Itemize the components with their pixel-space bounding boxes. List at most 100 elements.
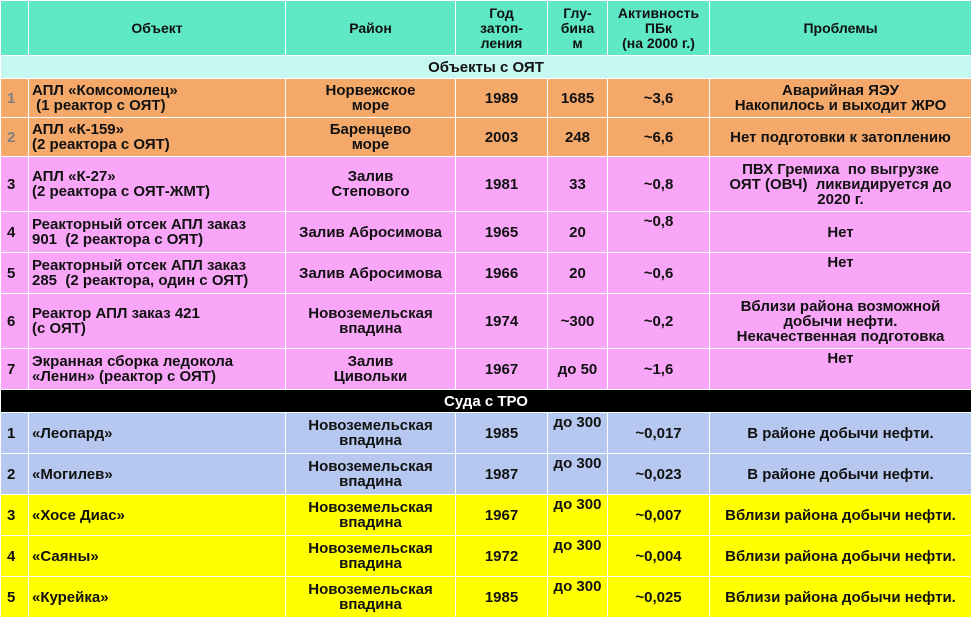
row-object: «Курейка»: [28, 576, 286, 618]
row-year: 1972: [455, 535, 548, 577]
row-object: Реакторный отсек АПЛ заказ 285 (2 реактор…: [28, 252, 286, 294]
row-object: АПЛ «К-159» (2 реактора с ОЯТ): [28, 117, 286, 157]
row-activity: ~0,8: [607, 156, 710, 212]
row-problems: Вблизи района возможной добычи нефти. Нека…: [709, 293, 971, 349]
row-num: 3: [0, 494, 29, 536]
row-depth: ~300: [547, 293, 608, 349]
row-year: 1985: [455, 412, 548, 454]
row-activity: ~0,8: [607, 211, 710, 253]
header-num: [0, 0, 29, 56]
section-title: Суда с ТРО: [0, 389, 971, 413]
row-area: Новоземельская впадина: [285, 576, 456, 618]
row-depth: 33: [547, 156, 608, 212]
row-activity: ~0,6: [607, 252, 710, 294]
row-object: «Саяны»: [28, 535, 286, 577]
table-row: 1 «Леопард» Новоземельская впадина 1985 д…: [0, 412, 971, 454]
table-row: 7 Экранная сборка ледокола «Ленин» (реакт…: [0, 348, 971, 390]
row-num: 5: [0, 576, 29, 618]
row-area: Новоземельская впадина: [285, 535, 456, 577]
row-problems: Вблизи района добычи нефти.: [709, 576, 971, 618]
table-row: 3 АПЛ «К-27» (2 реактора с ОЯТ-ЖМТ) Залив…: [0, 156, 971, 212]
row-activity: ~3,6: [607, 78, 710, 118]
row-object: АПЛ «К-27» (2 реактора с ОЯТ-ЖМТ): [28, 156, 286, 212]
row-object: «Могилев»: [28, 453, 286, 495]
row-object: Реактор АПЛ заказ 421 (с ОЯТ): [28, 293, 286, 349]
row-num: 2: [0, 453, 29, 495]
row-activity: ~0,2: [607, 293, 710, 349]
row-num: 4: [0, 535, 29, 577]
row-object: Экранная сборка ледокола «Ленин» (реактор…: [28, 348, 286, 390]
row-problems: Нет: [709, 252, 971, 294]
row-problems: Нет: [709, 348, 971, 390]
row-year: 1989: [455, 78, 548, 118]
row-object: «Хосе Диас»: [28, 494, 286, 536]
header-row: Объект Район Год затоп-ления Глу-бина м Ак…: [0, 0, 971, 56]
header-depth: Глу-бина м: [547, 0, 608, 56]
header-area: Район: [285, 0, 456, 56]
row-num: 1: [0, 412, 29, 454]
row-year: 1974: [455, 293, 548, 349]
section-title: Объекты с ОЯТ: [0, 55, 971, 79]
row-activity: ~0,007: [607, 494, 710, 536]
row-activity: ~6,6: [607, 117, 710, 157]
row-year: 1981: [455, 156, 548, 212]
section-header-snf: Объекты с ОЯТ: [0, 55, 971, 79]
row-object: АПЛ «Комсомолец» (1 реактор с ОЯТ): [28, 78, 286, 118]
row-activity: ~0,023: [607, 453, 710, 495]
row-num: 7: [0, 348, 29, 390]
row-num: 1: [0, 78, 29, 118]
row-year: 1987: [455, 453, 548, 495]
section-header-sro: Суда с ТРО: [0, 389, 971, 413]
row-year: 1966: [455, 252, 548, 294]
row-problems: Нет: [709, 211, 971, 253]
row-problems: Нет подготовки к затоплению: [709, 117, 971, 157]
row-year: 1985: [455, 576, 548, 618]
row-num: 5: [0, 252, 29, 294]
table-row: 2 АПЛ «К-159» (2 реактора с ОЯТ) Баренцев…: [0, 117, 971, 157]
row-num: 2: [0, 117, 29, 157]
header-year: Год затоп-ления: [455, 0, 548, 56]
row-problems: Вблизи района добычи нефти.: [709, 535, 971, 577]
row-problems: Аварийная ЯЭУ Накопилось и выходит ЖРО: [709, 78, 971, 118]
row-problems: В районе добычи нефти.: [709, 453, 971, 495]
row-area: Залив Цивольки: [285, 348, 456, 390]
row-year: 2003: [455, 117, 548, 157]
row-activity: ~0,025: [607, 576, 710, 618]
table-row: 6 Реактор АПЛ заказ 421 (с ОЯТ) Новоземел…: [0, 293, 971, 349]
table-row: 1 АПЛ «Комсомолец» (1 реактор с ОЯТ) Нор…: [0, 78, 971, 118]
row-area: Новоземельская впадина: [285, 293, 456, 349]
table-row: 3 «Хосе Диас» Новоземельская впадина 1967…: [0, 494, 971, 536]
table-row: 4 «Саяны» Новоземельская впадина 1972 до …: [0, 535, 971, 577]
row-area: Залив Степового: [285, 156, 456, 212]
row-depth: до 300: [547, 494, 608, 536]
row-year: 1967: [455, 494, 548, 536]
row-area: Баренцево море: [285, 117, 456, 157]
row-activity: ~1,6: [607, 348, 710, 390]
row-depth: до 300: [547, 412, 608, 454]
row-area: Новоземельская впадина: [285, 453, 456, 495]
row-num: 6: [0, 293, 29, 349]
row-depth: 20: [547, 252, 608, 294]
row-depth: 248: [547, 117, 608, 157]
header-problems: Проблемы: [709, 0, 971, 56]
row-area: Новоземельская впадина: [285, 412, 456, 454]
table-row: 5 «Курейка» Новоземельская впадина 1985 д…: [0, 576, 971, 618]
row-num: 4: [0, 211, 29, 253]
header-activity: Активность ПБк (на 2000 г.): [607, 0, 710, 56]
table-row: 4 Реакторный отсек АПЛ заказ 901 (2 реакт…: [0, 211, 971, 253]
table-row: 2 «Могилев» Новоземельская впадина 1987 д…: [0, 453, 971, 495]
row-area: Залив Абросимова: [285, 252, 456, 294]
row-depth: до 300: [547, 576, 608, 618]
row-depth: 20: [547, 211, 608, 253]
row-depth: до 300: [547, 535, 608, 577]
row-area: Новоземельская впадина: [285, 494, 456, 536]
row-problems: Вблизи района добычи нефти.: [709, 494, 971, 536]
row-problems: В районе добычи нефти.: [709, 412, 971, 454]
row-object: «Леопард»: [28, 412, 286, 454]
row-year: 1967: [455, 348, 548, 390]
row-problems: ПВХ Гремиха по выгрузке ОЯТ (ОВЧ) ликвиди…: [709, 156, 971, 212]
row-num: 3: [0, 156, 29, 212]
header-object: Объект: [28, 0, 286, 56]
row-area: Залив Абросимова: [285, 211, 456, 253]
